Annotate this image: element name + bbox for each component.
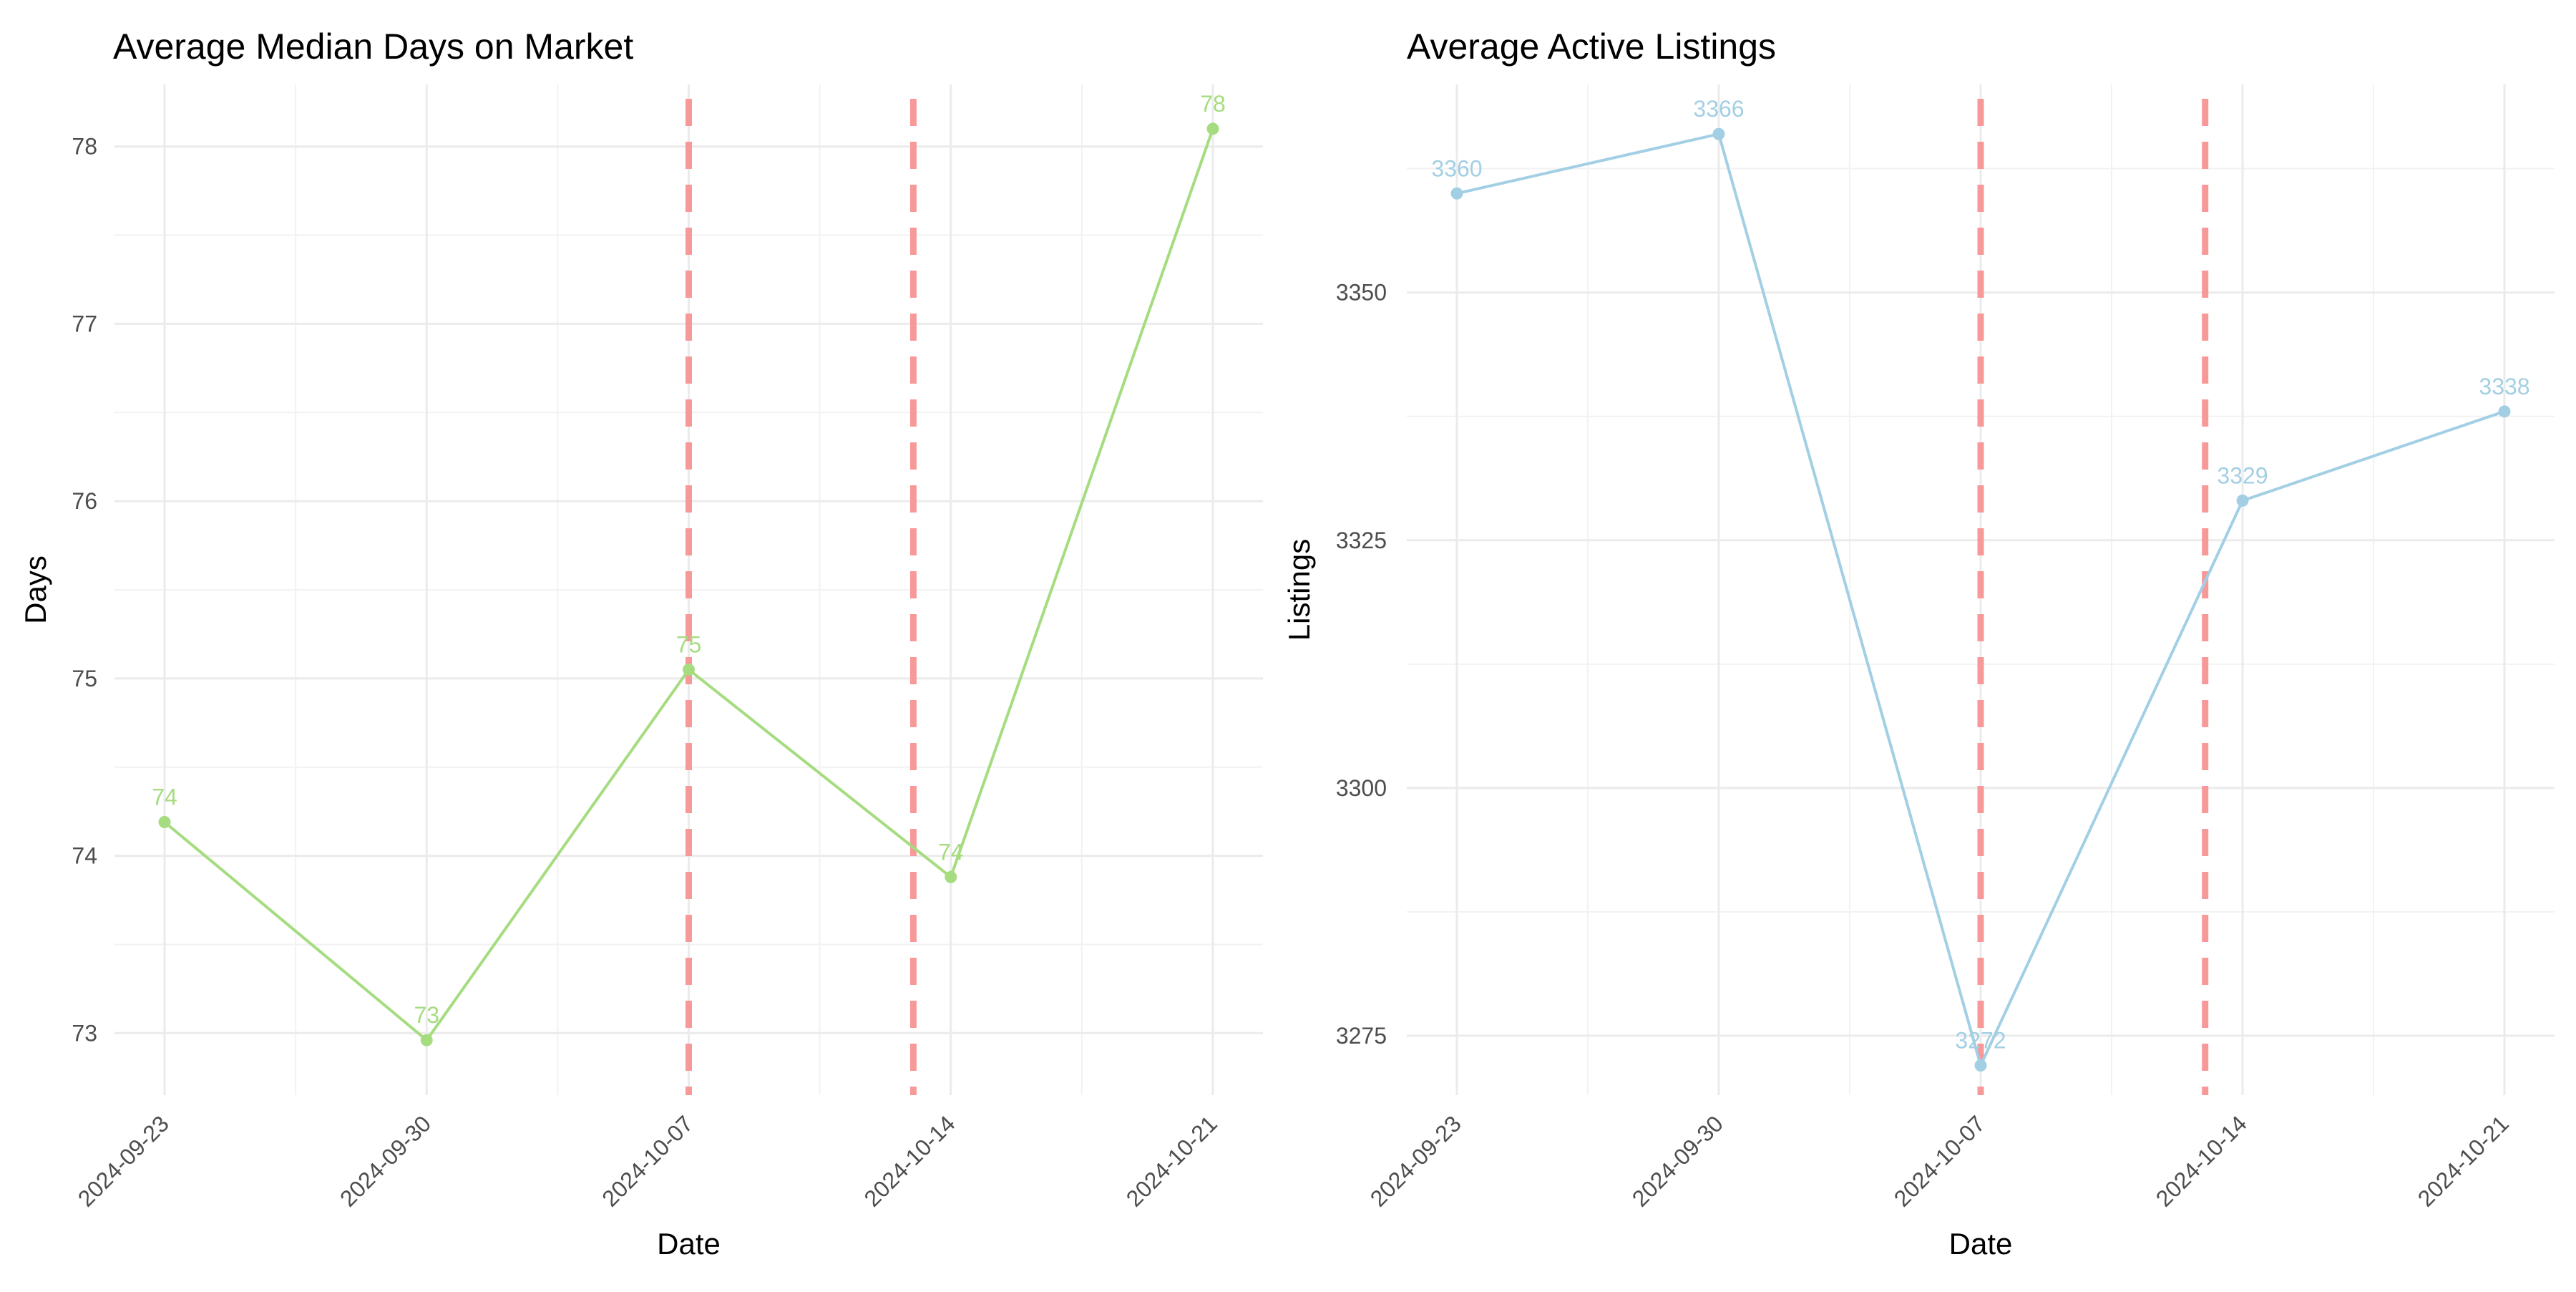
x-tick-label: 2024-09-30	[335, 1110, 436, 1211]
chart-title: Average Active Listings	[1407, 26, 1776, 67]
data-point	[158, 816, 171, 829]
y-tick-label: 75	[72, 666, 97, 691]
x-tick-label: 2024-10-21	[2413, 1110, 2514, 1211]
y-tick-label: 3300	[1336, 775, 1387, 801]
x-axis-title: Date	[1949, 1227, 2013, 1261]
x-tick-label: 2024-10-14	[2151, 1110, 2252, 1211]
data-label: 74	[938, 839, 964, 865]
x-tick-label: 2024-10-07	[1889, 1110, 1990, 1211]
data-point	[683, 663, 695, 676]
data-point	[1450, 187, 1463, 200]
data-label: 3329	[2217, 462, 2268, 488]
x-tick-label: 2024-10-07	[597, 1110, 698, 1211]
x-tick-label: 2024-09-23	[73, 1110, 174, 1211]
y-tick-label: 3325	[1336, 528, 1387, 553]
chart-title: Average Median Days on Market	[113, 26, 633, 67]
data-label: 74	[152, 785, 177, 810]
data-label: 3360	[1431, 155, 1482, 181]
data-label: 3272	[1955, 1027, 2006, 1053]
data-point	[1712, 127, 1725, 140]
chart-panel-2: 3275 3300 3325 3350 2024-09-23 2024-09-30 2024…	[1282, 26, 2555, 1261]
y-tick-label: 3350	[1336, 280, 1387, 306]
y-axis-title: Listings	[1282, 539, 1316, 641]
y-tick-label: 74	[72, 843, 97, 869]
data-point	[945, 870, 957, 883]
data-point	[2498, 405, 2511, 418]
data-point	[2236, 494, 2249, 507]
data-label: 75	[676, 631, 702, 657]
data-point	[420, 1034, 433, 1046]
data-point	[1974, 1059, 1987, 1072]
y-tick-label: 3275	[1336, 1023, 1387, 1049]
x-tick-label: 2024-09-30	[1627, 1110, 1728, 1211]
y-tick-label: 73	[72, 1020, 97, 1046]
chart-panel-1: 73 74 75 76 77 78 2024-09-23 2024-09-30 2024-10-…	[19, 26, 1263, 1261]
data-label: 3338	[2479, 374, 2529, 399]
x-tick-label: 2024-10-14	[859, 1110, 960, 1211]
x-tick-label: 2024-09-23	[1365, 1110, 1466, 1211]
y-tick-label: 76	[72, 488, 97, 514]
data-label: 73	[414, 1002, 439, 1028]
y-tick-label: 77	[72, 311, 97, 336]
data-label: 3366	[1693, 96, 1744, 122]
y-tick-label: 78	[72, 134, 97, 160]
data-point	[1206, 122, 1219, 135]
data-label: 78	[1200, 91, 1226, 117]
x-tick-label: 2024-10-21	[1121, 1110, 1222, 1211]
x-axis-title: Date	[657, 1227, 721, 1261]
y-axis-title: Days	[19, 555, 52, 624]
